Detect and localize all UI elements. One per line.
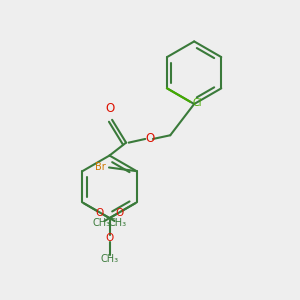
Text: Br: Br	[94, 163, 105, 172]
Text: Cl: Cl	[193, 98, 202, 108]
Text: O: O	[105, 233, 114, 243]
Text: CH₃: CH₃	[92, 218, 111, 228]
Text: O: O	[146, 133, 154, 146]
Text: O: O	[106, 102, 115, 116]
Text: CH₃: CH₃	[100, 254, 118, 264]
Text: O: O	[115, 208, 123, 218]
Text: CH₃: CH₃	[108, 218, 127, 228]
Text: O: O	[96, 208, 104, 218]
